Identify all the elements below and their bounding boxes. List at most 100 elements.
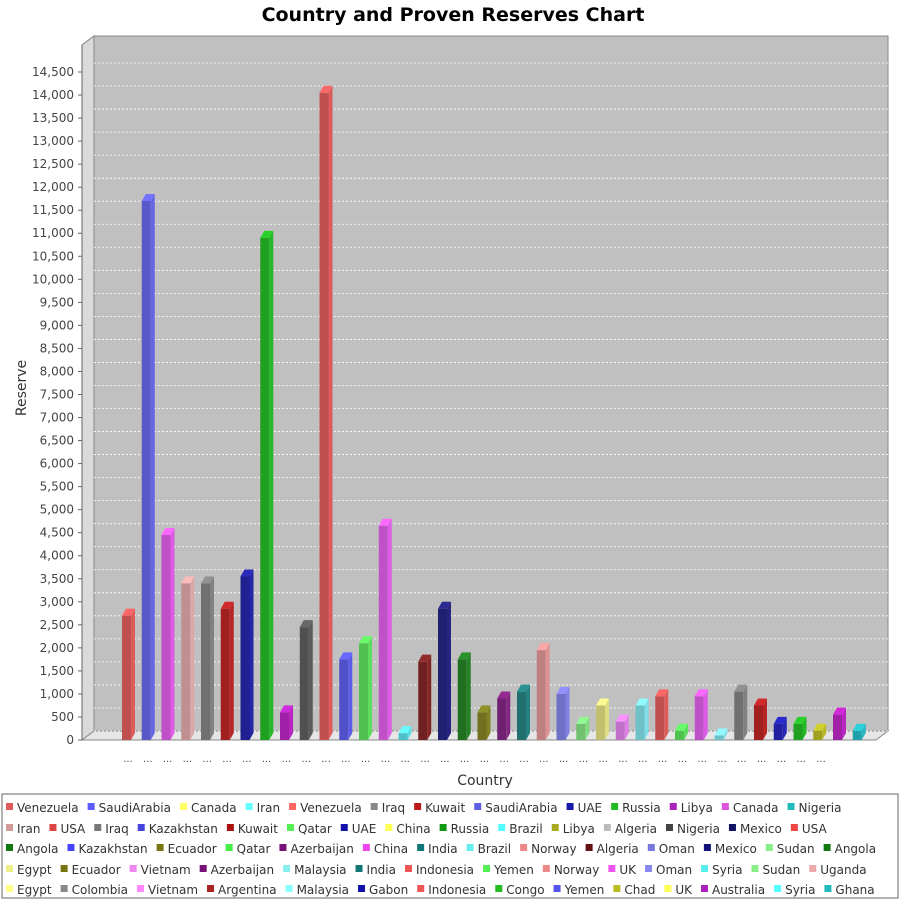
bar-top — [240, 569, 254, 577]
legend-item: Libya — [551, 822, 595, 836]
legend-label: Qatar — [298, 822, 332, 836]
legend-item: Sudan — [765, 842, 815, 856]
legend-item: Indonesia — [417, 883, 486, 897]
bar — [378, 518, 392, 740]
legend-item: Russia — [611, 801, 661, 815]
legend-swatch — [6, 885, 13, 892]
legend-item: Iran — [6, 822, 40, 836]
bar — [161, 527, 175, 740]
bar-side — [407, 726, 412, 740]
bar-front — [773, 723, 783, 740]
x-tick-label: ... — [737, 754, 747, 765]
legend-item: Angola — [823, 842, 876, 856]
legend-swatch — [49, 824, 57, 831]
bar-top — [359, 636, 372, 644]
legend-label: Syria — [712, 863, 742, 877]
legend-swatch — [414, 803, 422, 810]
bar — [596, 698, 609, 740]
legend-item: Algeria — [585, 842, 639, 856]
x-axis-ticks: ........................................… — [123, 754, 826, 765]
legend-label: Algeria — [597, 842, 639, 856]
legend-swatch — [129, 865, 137, 872]
legend-item: Iraq — [370, 801, 405, 815]
bar-front — [339, 659, 349, 740]
legend-item: Sudan — [751, 863, 800, 877]
legend-label: Colombia — [72, 883, 128, 897]
legend-item: Ecuador — [156, 842, 217, 856]
legend-swatch — [774, 885, 782, 892]
legend-label: Vietnam — [148, 883, 198, 897]
x-tick-label: ... — [183, 754, 193, 765]
bar-side — [506, 691, 511, 740]
y-tick-label: 10,000 — [32, 272, 74, 286]
bar-front — [161, 534, 171, 740]
y-tick-label: 8,000 — [40, 364, 74, 378]
x-tick-label: ... — [658, 754, 668, 765]
bar — [773, 716, 787, 740]
bar-top — [319, 85, 333, 93]
legend-swatch — [466, 844, 474, 851]
bar-side — [526, 684, 530, 740]
legend-label: Egypt — [17, 883, 52, 897]
legend-label: SaudiArabia — [99, 801, 171, 815]
bar-front — [694, 696, 704, 740]
bar — [734, 684, 748, 740]
x-tick-label: ... — [598, 754, 608, 765]
legend-swatch — [728, 824, 736, 831]
legend-label: Uganda — [820, 863, 866, 877]
bar — [122, 608, 135, 740]
bar-side — [684, 723, 688, 740]
legend-swatch — [417, 844, 425, 851]
bar — [497, 691, 511, 740]
bar-side — [289, 705, 293, 740]
legend-swatch — [6, 824, 13, 831]
legend-swatch — [156, 844, 164, 851]
plot-side-wall — [81, 35, 95, 741]
bar-top — [280, 705, 293, 713]
legend-label: Russia — [451, 822, 490, 836]
y-tick-label: 0 — [66, 733, 74, 747]
legend-item: India — [417, 842, 458, 856]
bar — [754, 698, 767, 740]
bar — [398, 726, 412, 740]
bar-front — [299, 627, 309, 740]
bar — [457, 652, 471, 740]
bar-top — [536, 643, 550, 651]
legend-label: Congo — [506, 883, 544, 897]
x-tick-label: ... — [816, 754, 826, 765]
legend-label: Brazil — [509, 822, 543, 836]
legend-item: Mexico — [728, 822, 782, 836]
legend-label: Chad — [624, 883, 655, 897]
bar-front — [181, 583, 191, 740]
legend-swatch — [279, 844, 287, 851]
legend-item: Algeria — [603, 822, 657, 836]
legend-item: China — [362, 842, 408, 856]
legend: Venezuela SaudiArabia Canada Iran Venezuela I… — [6, 801, 876, 897]
legend-label: USA — [60, 822, 86, 836]
x-tick-label: ... — [420, 754, 430, 765]
bar — [201, 576, 214, 740]
bar-front — [675, 730, 684, 740]
legend-item: USA — [49, 822, 86, 836]
bar-side — [664, 689, 669, 740]
legend-item: India — [355, 863, 396, 877]
legend-item: Iraq — [94, 822, 129, 836]
legend-swatch — [67, 844, 75, 851]
bar-side — [486, 705, 491, 740]
bar-top — [339, 652, 353, 660]
legend-label: Yemen — [564, 883, 605, 897]
legend-swatch — [701, 865, 709, 872]
legend-item: Qatar — [286, 822, 332, 836]
x-tick-label: ... — [579, 754, 589, 765]
legend-swatch — [495, 885, 503, 892]
legend-label: Kuwait — [425, 801, 465, 815]
legend-swatch — [179, 803, 187, 810]
bar — [299, 620, 313, 740]
bar — [141, 193, 155, 740]
legend-item: Vietnam — [137, 883, 198, 897]
bar — [714, 728, 728, 740]
bar — [635, 698, 649, 740]
bar-top — [220, 601, 234, 609]
bar-side — [170, 527, 175, 740]
